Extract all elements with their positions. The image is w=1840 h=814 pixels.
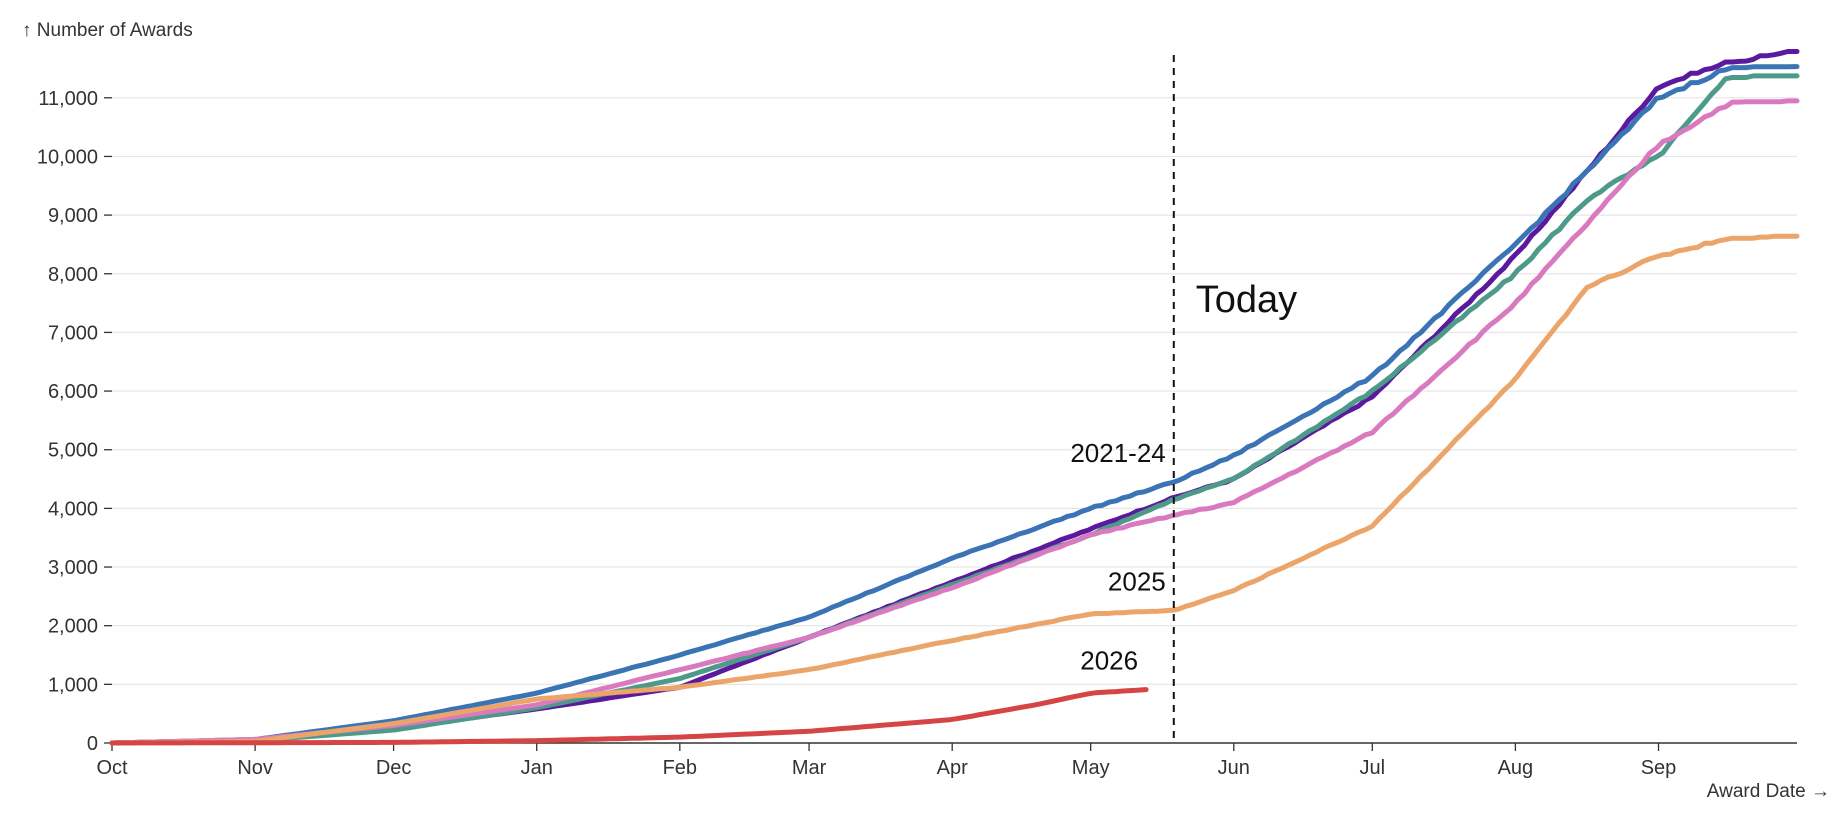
x-tick-label: Jan (521, 757, 553, 779)
x-tick-label: Feb (663, 757, 697, 779)
y-tick-label: 10,000 (37, 146, 98, 168)
today-label: Today (1196, 279, 1297, 321)
x-tick-label: May (1072, 757, 1110, 779)
x-axis-title: Award Date → (1707, 781, 1830, 802)
y-tick-label: 2,000 (48, 616, 98, 638)
series-annotation: 2025 (1108, 566, 1166, 596)
x-axis: Oct Nov Dec Jan Feb Mar Apr May Jun Jul Aug Sep (96, 742, 1797, 779)
x-tick-label: Jun (1218, 757, 1250, 779)
y-tick-label: 1,000 (48, 674, 98, 696)
x-tick-label: Apr (937, 757, 968, 779)
series-line-3 (109, 64, 1800, 746)
series-line-6 (109, 687, 1149, 746)
series-line-5 (109, 233, 1800, 746)
y-tick-label: 0 (87, 733, 98, 755)
x-tick-label: Dec (376, 757, 412, 779)
y-tick-label: 5,000 (48, 440, 98, 462)
today-marker: Today (1172, 55, 1297, 743)
x-tick-label: Mar (792, 757, 827, 779)
y-tick-label: 6,000 (48, 381, 98, 403)
gridlines (112, 97, 1797, 685)
y-tick-label: 9,000 (48, 205, 98, 227)
y-axis-ticks: 0 1,000 2,000 3,000 4,000 5,000 6,000 7,000 8,00… (37, 88, 112, 755)
x-tick-label: Aug (1498, 757, 1534, 779)
y-tick-label: 7,000 (48, 322, 98, 344)
y-tick-label: 8,000 (48, 264, 98, 286)
x-tick-label: Jul (1359, 757, 1385, 779)
series-annotations: 2021-24 2025 2026 (1070, 438, 1165, 676)
y-tick-label: 4,000 (48, 498, 98, 520)
y-axis-title: ↑ Number of Awards (22, 20, 193, 41)
series-annotation: 2026 (1080, 646, 1138, 676)
series-annotation: 2021-24 (1070, 438, 1165, 468)
x-tick-label: Sep (1641, 757, 1677, 779)
y-tick-label: 3,000 (48, 557, 98, 579)
y-tick-label: 11,000 (38, 88, 98, 110)
series-line-2 (109, 73, 1800, 746)
series-line-4 (109, 98, 1800, 746)
x-tick-label: Oct (96, 757, 128, 779)
series-lines (109, 49, 1800, 746)
x-tick-label: Nov (237, 757, 273, 779)
